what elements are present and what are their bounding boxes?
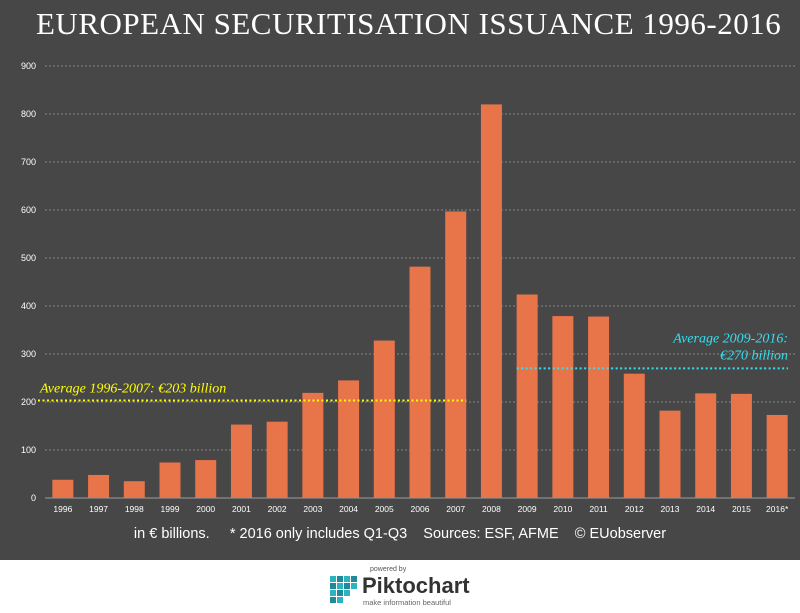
x-tick-label: 1996 [53,504,72,514]
piktochart-tagline: make information beautiful [363,598,451,607]
x-tick-label: 2007 [446,504,465,514]
units-note: in € billions. [133,526,210,542]
y-tick-label: 600 [21,205,36,215]
x-tick-label: 1999 [161,504,180,514]
average-label: €270 billion [720,348,788,363]
piktochart-logo-icon [330,576,357,603]
chart-title: EUROPEAN SECURITISATION ISSUANCE 1996-20… [36,6,782,41]
x-tick-label: 1998 [125,504,144,514]
x-tick-label: 1997 [89,504,108,514]
sources-note: Sources: ESF, AFME [423,526,559,542]
y-tick-label: 200 [21,397,36,407]
bar [123,481,145,498]
bar [195,460,217,498]
average-label: Average 2009-2016: [672,331,788,346]
x-tick-label: 2012 [625,504,644,514]
x-tick-label: 2000 [196,504,215,514]
bar [588,316,610,498]
x-tick-label: 2014 [696,504,715,514]
x-tick-label: 2010 [553,504,572,514]
bar [730,393,752,498]
y-tick-label: 900 [21,61,36,71]
bar [623,373,645,498]
y-tick-label: 800 [21,109,36,119]
copyright-note: © EUobserver [574,526,667,542]
bar [766,414,788,498]
x-tick-label: 2004 [339,504,358,514]
footnote: in € billions. * 2016 only includes Q1-Q… [0,526,800,542]
bar [552,316,574,498]
average-label: Average 1996-2007: €203 billion [39,382,226,397]
x-tick-label: 2003 [303,504,322,514]
bar [88,474,110,498]
x-tick-label: 2002 [268,504,287,514]
bar [516,294,538,498]
y-tick-label: 400 [21,301,36,311]
bar [230,424,252,498]
y-tick-label: 500 [21,253,36,263]
y-tick-label: 300 [21,349,36,359]
piktochart-footer[interactable]: powered by Piktochart make information b… [0,560,800,613]
x-tick-label: 2011 [589,504,608,514]
y-tick-label: 100 [21,445,36,455]
x-tick-label: 2005 [375,504,394,514]
bar [409,266,431,498]
bar [338,380,360,498]
x-tick-label: 2016* [766,504,789,514]
x-tick-label: 2008 [482,504,501,514]
x-tick-label: 2006 [411,504,430,514]
bar [266,421,288,498]
powered-by-label: powered by [370,566,407,573]
q1-q3-note: * 2016 only includes Q1-Q3 [229,526,408,542]
x-tick-label: 2009 [518,504,537,514]
y-tick-label: 0 [31,493,36,503]
x-tick-label: 2001 [232,504,251,514]
bar [52,479,74,498]
x-tick-label: 2013 [661,504,680,514]
y-tick-label: 700 [21,157,36,167]
bar [659,410,681,498]
bar [159,462,181,498]
piktochart-brand: Piktochart [362,573,470,598]
bar [445,211,467,498]
bar [695,393,717,498]
bar [373,340,395,498]
x-tick-label: 2015 [732,504,751,514]
bar-chart: 1996 1997 1998 1999 2000 2001 2002 2003 2004 2005… [21,61,795,514]
bar [302,392,324,498]
bar [480,104,502,499]
